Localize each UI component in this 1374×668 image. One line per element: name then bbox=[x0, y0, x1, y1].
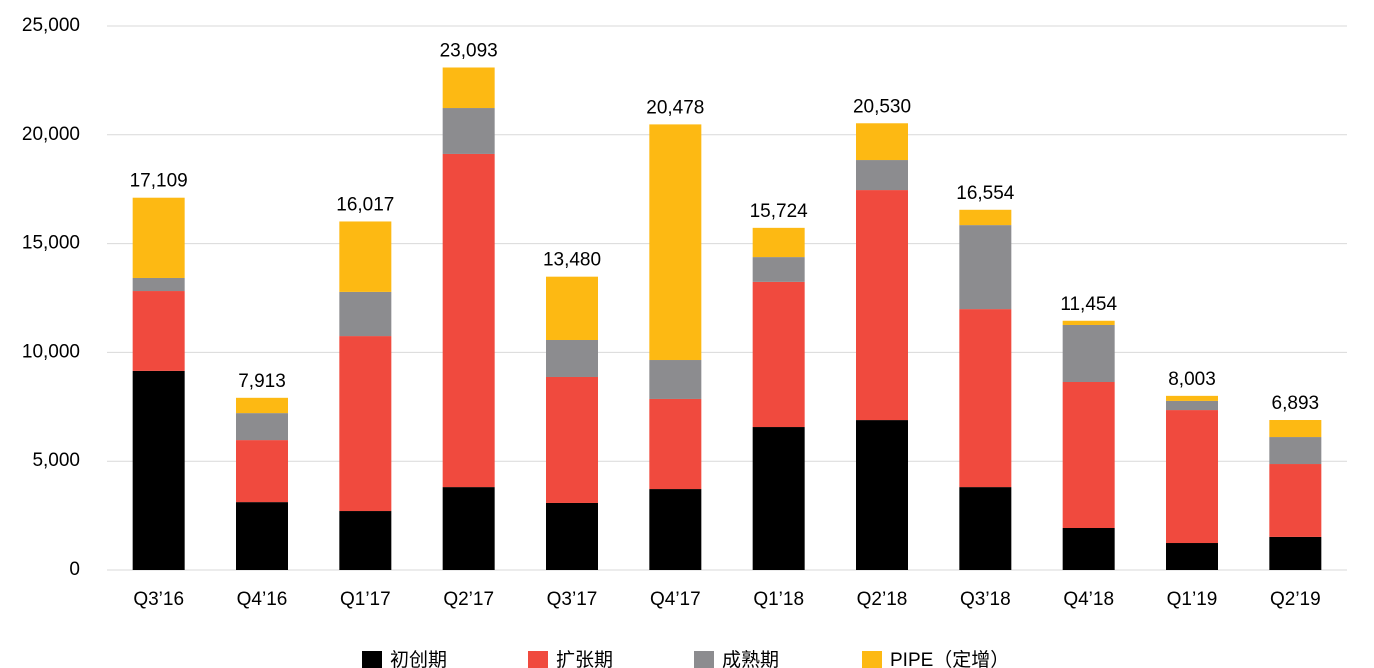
y-tick-label: 15,000 bbox=[22, 233, 80, 254]
legend-swatch bbox=[362, 651, 382, 668]
bar-segment bbox=[752, 281, 805, 428]
bar-segment bbox=[236, 440, 288, 503]
bar-segment bbox=[1062, 528, 1115, 570]
bar-segment bbox=[856, 420, 908, 570]
total-label: 16,017 bbox=[336, 194, 394, 215]
total-label: 16,554 bbox=[956, 183, 1015, 204]
bar-segment bbox=[339, 511, 392, 570]
bar-segment bbox=[546, 276, 598, 340]
x-tick-label: Q3’18 bbox=[960, 589, 1011, 610]
legend-label: 扩张期 bbox=[556, 649, 613, 668]
bar-segment bbox=[339, 291, 392, 337]
bar-segment bbox=[132, 277, 185, 292]
y-tick-label: 20,000 bbox=[22, 124, 80, 145]
bar-segment bbox=[442, 108, 495, 154]
bar-segment bbox=[236, 397, 288, 414]
legend-label: 成熟期 bbox=[722, 649, 779, 668]
legend-label: 初创期 bbox=[390, 649, 447, 668]
bar-segment bbox=[132, 370, 185, 570]
bar-segment bbox=[856, 160, 908, 191]
bar-segment bbox=[1062, 320, 1115, 325]
legend-swatch bbox=[862, 651, 882, 668]
legend-swatch bbox=[528, 651, 548, 668]
bar-segment bbox=[649, 489, 702, 570]
bar-segment bbox=[752, 227, 805, 258]
bar-segment bbox=[442, 487, 495, 570]
bar-segment bbox=[752, 427, 805, 570]
bar-segment bbox=[959, 225, 1012, 310]
x-tick-label: Q2’17 bbox=[443, 589, 494, 610]
bar-segment bbox=[546, 502, 598, 570]
legend-swatch bbox=[694, 651, 714, 668]
total-label: 6,893 bbox=[1272, 393, 1320, 414]
x-tick-label: Q2’18 bbox=[857, 589, 908, 610]
bar-segment bbox=[1166, 410, 1218, 544]
total-label: 15,724 bbox=[750, 201, 809, 222]
bar-segment bbox=[1269, 536, 1322, 570]
bar-segment bbox=[1166, 543, 1218, 570]
y-tick-label: 5,000 bbox=[32, 450, 80, 471]
x-tick-label: Q2’19 bbox=[1270, 589, 1321, 610]
total-label: 11,454 bbox=[1060, 294, 1117, 315]
bar-segment bbox=[1269, 420, 1322, 438]
total-label: 13,480 bbox=[543, 250, 601, 271]
y-tick-label: 10,000 bbox=[22, 341, 80, 362]
bar-segment bbox=[649, 398, 702, 490]
bar-segment bbox=[1062, 324, 1115, 382]
x-tick-label: Q1’17 bbox=[340, 589, 391, 610]
bar-segment bbox=[1269, 464, 1322, 537]
total-label: 20,530 bbox=[853, 96, 911, 117]
bar-segment bbox=[1166, 400, 1218, 411]
y-tick-label: 0 bbox=[69, 559, 80, 580]
bar-segment bbox=[649, 124, 702, 361]
total-label: 17,109 bbox=[130, 171, 188, 192]
bar-segment bbox=[546, 339, 598, 377]
x-tick-label: Q1’19 bbox=[1167, 589, 1218, 610]
bar-segment bbox=[339, 336, 392, 512]
bar-segment bbox=[546, 376, 598, 503]
bar-segment bbox=[236, 413, 288, 441]
x-tick-label: Q4’16 bbox=[237, 589, 288, 610]
total-label: 8,003 bbox=[1168, 369, 1216, 390]
total-label: 20,478 bbox=[646, 97, 704, 118]
bar-segment bbox=[132, 291, 185, 371]
bar-segment bbox=[856, 190, 908, 421]
bar-segment bbox=[959, 209, 1012, 226]
bar-segment bbox=[1166, 395, 1218, 401]
bar-segment bbox=[649, 360, 702, 399]
total-label: 23,093 bbox=[440, 41, 498, 62]
x-tick-label: Q4’18 bbox=[1063, 589, 1114, 610]
bar-segment bbox=[959, 309, 1012, 488]
bar-segment bbox=[752, 257, 805, 282]
bar-segment bbox=[442, 67, 495, 109]
x-tick-label: Q4’17 bbox=[650, 589, 701, 610]
x-tick-label: Q3’17 bbox=[547, 589, 598, 610]
total-label: 7,913 bbox=[238, 371, 286, 392]
x-tick-label: Q3’16 bbox=[133, 589, 184, 610]
bar-segment bbox=[1269, 437, 1322, 465]
legend-label: PIPE（定增） bbox=[890, 649, 1009, 668]
bar-segment bbox=[856, 123, 908, 161]
bar-segment bbox=[1062, 381, 1115, 529]
bar-segment bbox=[339, 221, 392, 292]
bar-segment bbox=[442, 153, 495, 488]
y-tick-label: 25,000 bbox=[22, 15, 80, 36]
bar-segment bbox=[236, 502, 288, 570]
x-tick-label: Q1’18 bbox=[753, 589, 804, 610]
bar-segment bbox=[132, 197, 185, 278]
bar-segment bbox=[959, 487, 1012, 570]
